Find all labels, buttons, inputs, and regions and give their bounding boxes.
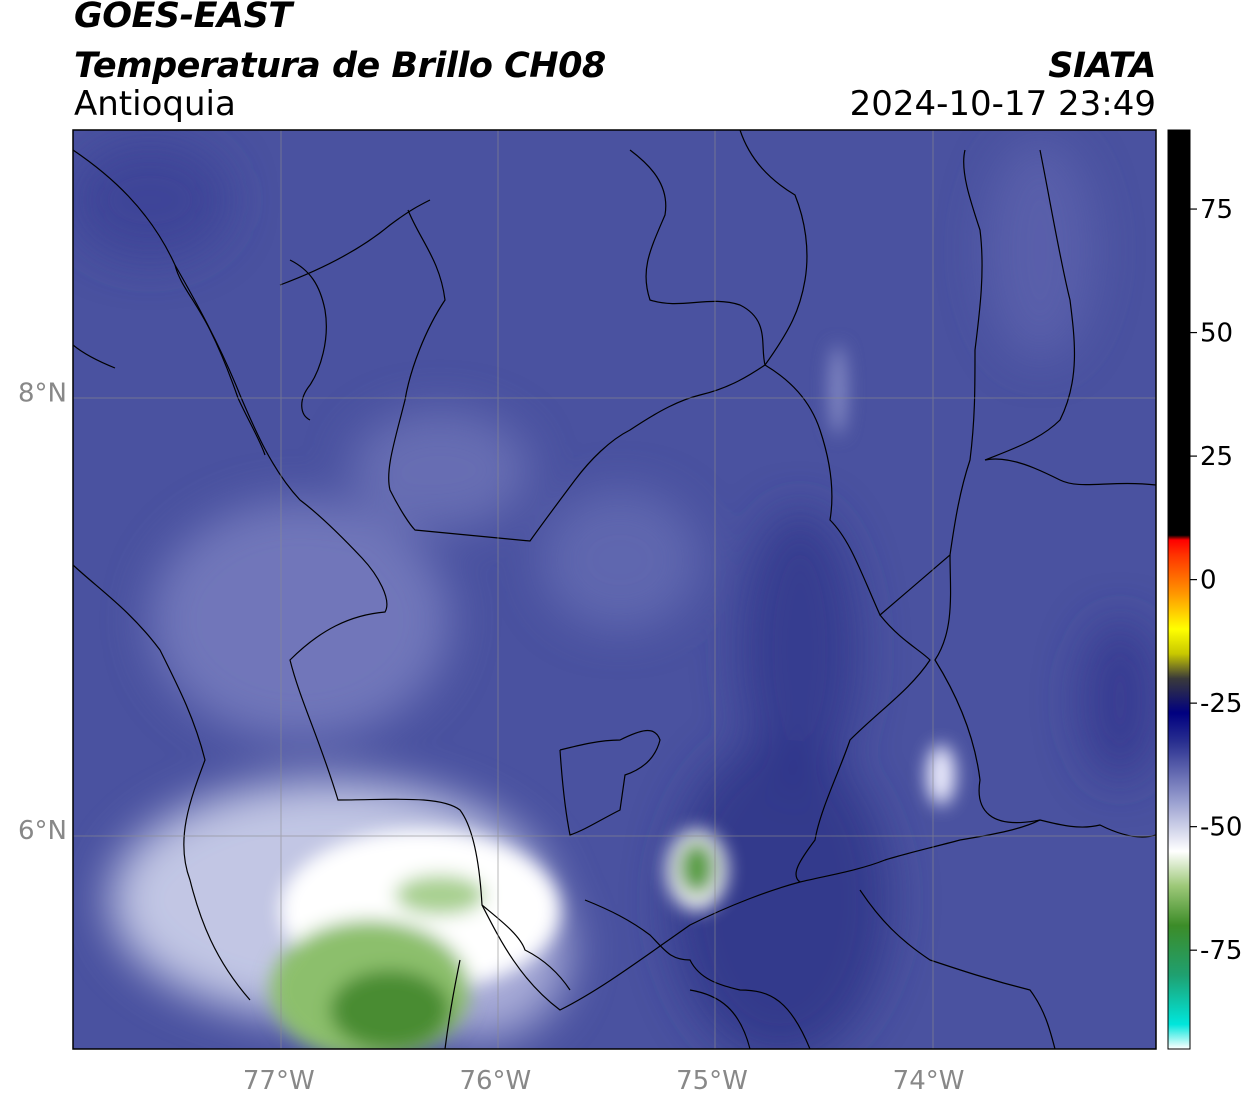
colorbar-tick-label: -75 <box>1200 936 1242 966</box>
colorbar-ticks: 75 50 25 0 -25 -50 -75 <box>1190 195 1242 966</box>
country-borders <box>73 130 1156 1049</box>
longitude-tick-labels: 77°W 76°W 75°W 74°W <box>243 1066 965 1096</box>
satellite-title: GOES-EAST <box>74 0 292 36</box>
lon-tick-label: 74°W <box>893 1066 965 1096</box>
lat-tick-label: 8°N <box>18 379 67 409</box>
lon-tick-label: 75°W <box>676 1066 748 1096</box>
brightness-temperature-field <box>73 130 1156 1049</box>
graticule <box>73 130 1156 1049</box>
colorbar-fill <box>1168 130 1190 1049</box>
lon-tick-label: 77°W <box>243 1066 315 1096</box>
map-frame <box>72 129 1157 1050</box>
colorbar-tick-label: 0 <box>1200 566 1217 596</box>
colorbar-frame <box>1167 129 1191 1050</box>
colorbar-tick-label: -50 <box>1200 813 1242 843</box>
colorbar-tick-label: 25 <box>1200 442 1233 472</box>
timestamp-label: 2024-10-17 23:49 <box>849 84 1156 124</box>
colorbar-tick-label: 50 <box>1200 319 1233 349</box>
lat-tick-label: 6°N <box>18 816 67 846</box>
convective-cores <box>270 345 955 1049</box>
product-title: Temperatura de Brillo CH08 <box>74 46 606 86</box>
region-label: Antioquia <box>74 84 236 124</box>
lon-tick-label: 76°W <box>459 1066 531 1096</box>
colorbar: 75 50 25 0 -25 -50 -75 <box>1167 129 1242 1050</box>
agency-label: SIATA <box>1048 46 1156 86</box>
colorbar-tick-label: 75 <box>1200 195 1233 225</box>
colorbar-tick-label: -25 <box>1200 689 1242 719</box>
latitude-tick-labels: 8°N 6°N <box>18 379 67 847</box>
